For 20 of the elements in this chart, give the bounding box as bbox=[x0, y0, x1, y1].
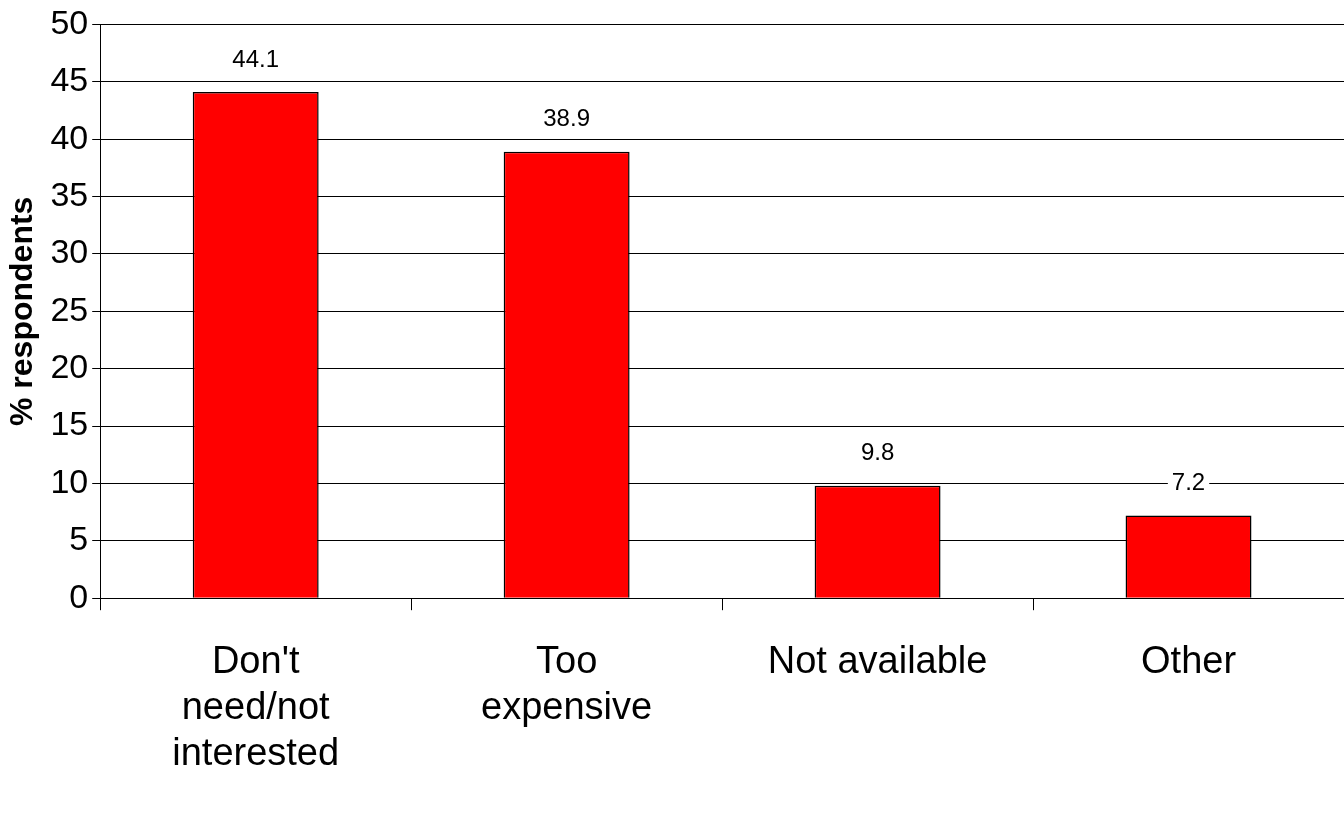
y-tick-label: 20 bbox=[50, 347, 89, 386]
x-tick-label: Don't need/not interested bbox=[172, 639, 340, 773]
y-tick-label: 50 bbox=[50, 2, 89, 41]
y-tick-label: 30 bbox=[50, 232, 89, 271]
y-tick-label: 40 bbox=[50, 117, 89, 156]
y-tick-label: 35 bbox=[50, 174, 89, 213]
x-tick-label: Not available bbox=[767, 639, 988, 682]
y-axis-title: % respondents bbox=[3, 196, 40, 426]
data-label: 7.2 bbox=[1171, 468, 1206, 496]
x-tick-label: Other bbox=[1141, 639, 1237, 682]
y-tick-label: 25 bbox=[50, 289, 89, 328]
x-tick-label: Too expensive bbox=[481, 639, 653, 728]
y-tick-label: 15 bbox=[50, 404, 89, 443]
y-tick-label: 5 bbox=[69, 519, 89, 558]
y-tick-label: 10 bbox=[50, 461, 89, 500]
data-label: 9.8 bbox=[860, 438, 895, 466]
y-tick-label: 45 bbox=[50, 60, 89, 99]
y-tick-label: 0 bbox=[69, 576, 89, 615]
data-label: 44.1 bbox=[232, 44, 280, 72]
data-label: 38.9 bbox=[543, 104, 590, 132]
